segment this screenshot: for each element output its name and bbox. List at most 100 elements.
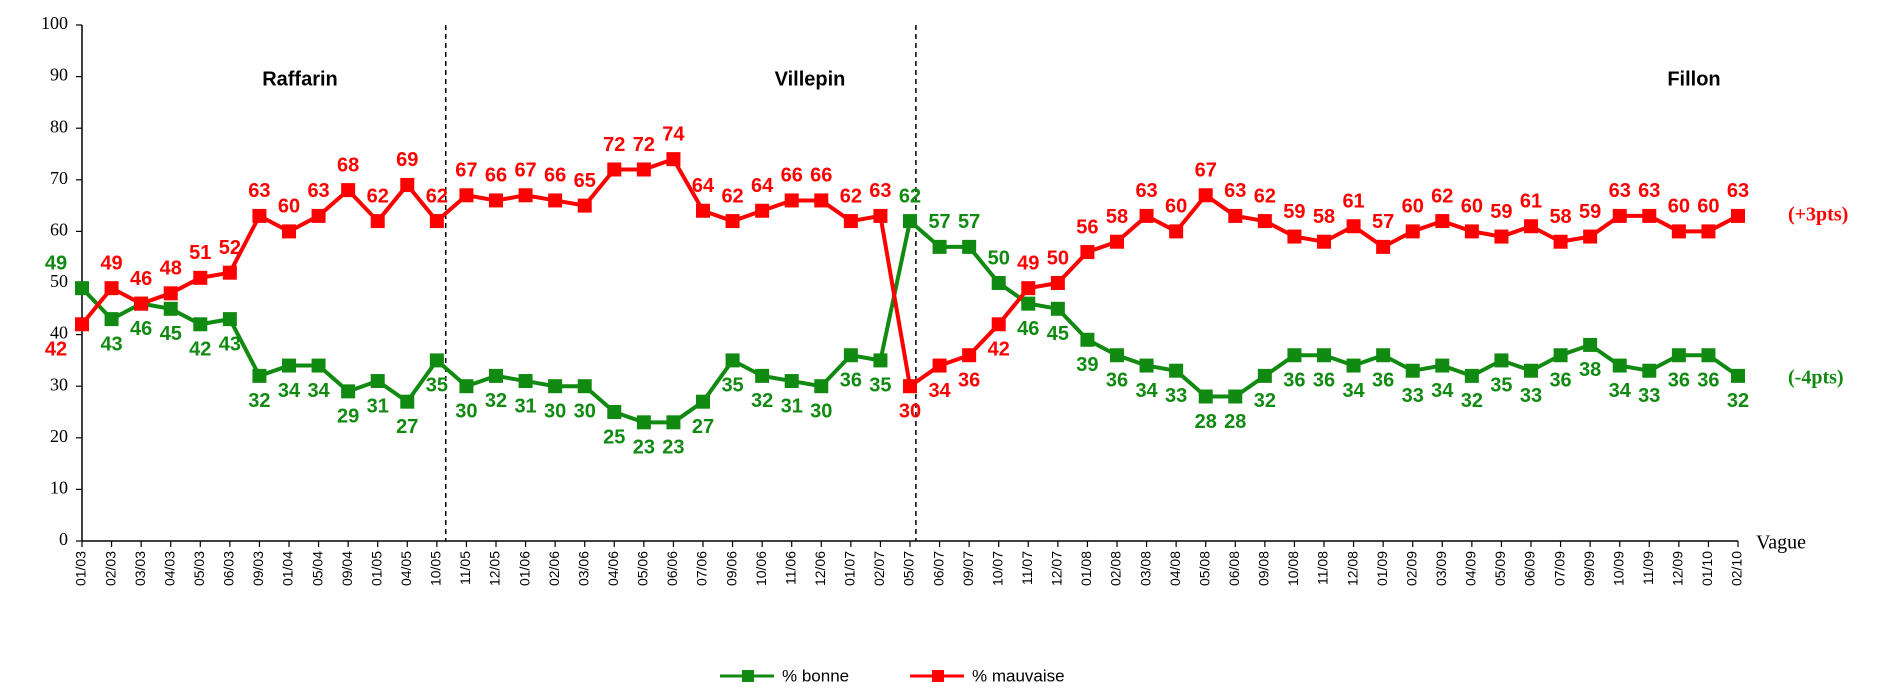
- marker: [1376, 239, 1391, 254]
- marker: [429, 214, 444, 229]
- x-tick-label: 11/08: [1315, 551, 1331, 585]
- data-label: 35: [869, 375, 891, 397]
- x-tick-label: 01/04: [280, 551, 296, 586]
- data-label: 62: [899, 185, 921, 207]
- data-label: 72: [633, 134, 655, 156]
- data-label: 42: [45, 339, 67, 361]
- x-tick-label: 03/08: [1137, 551, 1153, 586]
- marker: [1494, 353, 1509, 368]
- marker: [222, 265, 237, 280]
- data-label: 30: [574, 400, 596, 422]
- period-label: Fillon: [1667, 68, 1720, 90]
- marker: [873, 208, 888, 223]
- data-label: 46: [130, 268, 152, 290]
- marker: [341, 183, 356, 198]
- marker: [814, 379, 829, 394]
- marker: [1287, 229, 1302, 244]
- data-label: 48: [160, 258, 182, 280]
- marker: [429, 353, 444, 368]
- marker: [1612, 358, 1627, 373]
- marker: [1435, 358, 1450, 373]
- data-label: 28: [1195, 411, 1217, 433]
- x-tick-label: 05/09: [1492, 551, 1508, 586]
- marker: [1317, 234, 1331, 249]
- marker: [193, 317, 208, 332]
- x-tick-label: 02/09: [1403, 551, 1419, 586]
- x-tick-label: 12/08: [1344, 551, 1360, 586]
- y-tick-label: 10: [50, 478, 68, 498]
- marker: [1169, 224, 1184, 239]
- y-tick-label: 90: [50, 65, 68, 85]
- marker: [843, 348, 858, 363]
- marker: [696, 394, 710, 409]
- marker: [548, 193, 563, 208]
- marker: [1376, 348, 1391, 363]
- x-tick-label: 12/09: [1670, 551, 1686, 586]
- data-label: 64: [751, 175, 774, 197]
- data-label: 34: [928, 380, 951, 402]
- marker: [1021, 296, 1036, 311]
- x-tick-label: 02/07: [871, 551, 887, 586]
- marker: [991, 317, 1006, 332]
- x-tick-label: 06/07: [930, 551, 946, 586]
- data-label: 33: [1638, 385, 1660, 407]
- x-tick-label: 04/08: [1167, 551, 1183, 586]
- x-tick-label: 09/06: [723, 551, 739, 586]
- data-label: 60: [1461, 196, 1483, 218]
- data-label: 36: [1283, 370, 1305, 392]
- data-label: 45: [1047, 323, 1069, 345]
- data-label: 63: [248, 180, 270, 202]
- data-label: 46: [1017, 318, 1039, 340]
- data-label: 27: [396, 416, 418, 438]
- data-label: 59: [1490, 201, 1512, 223]
- data-label: 32: [751, 390, 773, 412]
- marker: [1317, 348, 1331, 363]
- x-tick-label: 01/08: [1078, 551, 1094, 586]
- data-label: 34: [1342, 380, 1365, 402]
- marker: [104, 281, 119, 296]
- data-label: 63: [869, 180, 891, 202]
- data-label: 28: [1224, 411, 1246, 433]
- marker: [1287, 348, 1302, 363]
- x-tick-label: 04/06: [605, 551, 621, 586]
- legend-marker: [932, 670, 944, 682]
- marker: [1405, 224, 1420, 239]
- marker: [1257, 368, 1272, 383]
- marker: [1228, 208, 1243, 223]
- data-label: 62: [426, 185, 448, 207]
- data-label: 63: [1609, 180, 1631, 202]
- data-label: 67: [1195, 160, 1217, 182]
- data-label: 49: [45, 252, 67, 274]
- marker: [282, 358, 296, 373]
- data-label: 33: [1520, 385, 1542, 407]
- data-label: 63: [1224, 180, 1246, 202]
- marker: [666, 415, 681, 430]
- data-label: 66: [544, 165, 566, 187]
- x-tick-label: 04/05: [398, 551, 414, 586]
- data-label: 57: [958, 211, 980, 233]
- marker: [607, 162, 622, 177]
- legend-label: % bonne: [782, 666, 849, 685]
- x-tick-label: 07/06: [694, 551, 710, 586]
- x-tick-label: 10/07: [989, 551, 1005, 586]
- y-tick-label: 100: [41, 13, 68, 33]
- data-label: 32: [1461, 390, 1483, 412]
- data-label: 46: [130, 318, 152, 340]
- x-tick-label: 06/09: [1522, 551, 1538, 586]
- marker: [1080, 245, 1095, 260]
- marker: [1553, 234, 1568, 249]
- data-label: 30: [899, 400, 921, 422]
- marker: [1139, 208, 1154, 223]
- marker: [341, 384, 356, 399]
- marker: [1731, 368, 1745, 383]
- data-label: 50: [1047, 247, 1069, 269]
- data-label: 49: [1017, 252, 1039, 274]
- y-tick-label: 50: [50, 271, 68, 291]
- x-tick-label: 11/07: [1019, 551, 1035, 585]
- x-tick-label: 02/10: [1729, 551, 1745, 586]
- y-tick-label: 70: [50, 168, 68, 188]
- data-label: 50: [988, 247, 1010, 269]
- x-tick-label: 04/03: [161, 551, 177, 586]
- marker: [1110, 348, 1124, 363]
